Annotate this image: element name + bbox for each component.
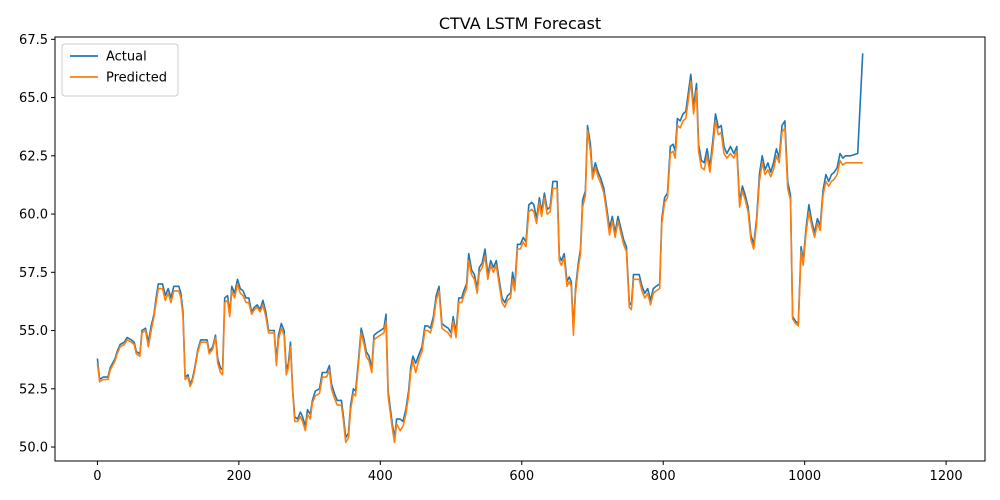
y-tick-label: 52.5 (19, 382, 48, 397)
series-layer (96, 53, 864, 444)
x-tick-label: 600 (509, 469, 534, 484)
y-tick-label: 57.5 (19, 266, 48, 281)
legend: Actual Predicted (61, 43, 179, 97)
x-tick-label: 1000 (788, 469, 821, 484)
legend-label: Predicted (106, 71, 167, 86)
y-tick-label: 60.0 (19, 208, 48, 223)
y-tick-label: 50.0 (19, 441, 48, 456)
y-tick-label: 67.5 (19, 33, 48, 48)
legend-label: Actual (106, 50, 147, 65)
legend-box (61, 43, 179, 97)
x-tick-label: 1200 (930, 469, 963, 484)
x-tick-label: 800 (651, 469, 676, 484)
series-line-predicted (96, 80, 863, 444)
x-axis: 0 200 400 600 800 1000 1200 (93, 461, 963, 484)
x-tick-label: 0 (93, 469, 101, 484)
y-tick-label: 62.5 (19, 149, 48, 164)
y-tick-label: 55.0 (19, 324, 48, 339)
y-tick-label: 65.0 (19, 91, 48, 106)
x-tick-label: 400 (368, 469, 393, 484)
chart-title: CTVA LSTM Forecast (439, 14, 601, 33)
y-axis: 50.0 52.5 55.0 57.5 60.0 62.5 65.0 67.5 (19, 33, 55, 456)
x-tick-label: 200 (226, 469, 251, 484)
